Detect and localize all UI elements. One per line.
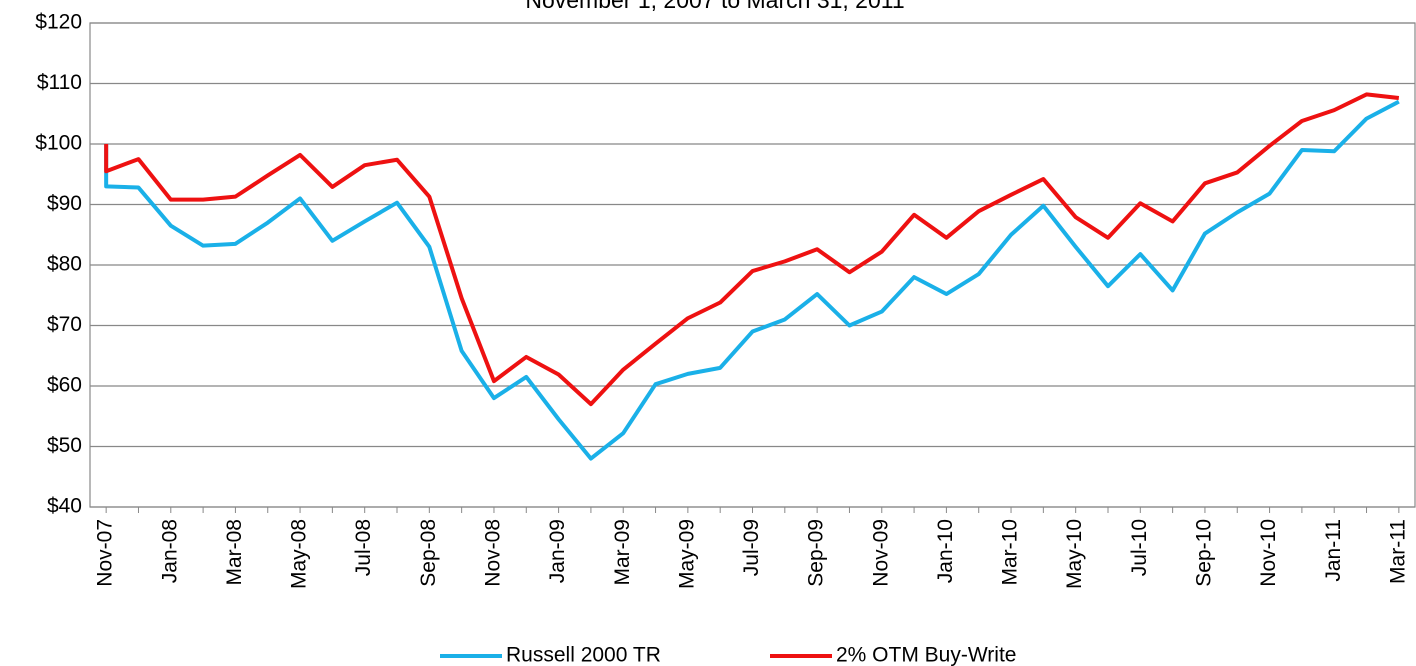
y-tick-label: $70 [47,313,82,336]
series-line [104,92,1400,407]
x-tick-label: Nov-08 [482,519,505,587]
y-tick-label: $100 [35,132,82,155]
x-tick-label: Jan-08 [158,519,181,583]
series-line [104,99,1400,461]
x-tick-label: May-08 [288,519,311,589]
x-tick-label: Nov-09 [869,519,892,587]
x-tick-label: Mar-10 [999,519,1022,586]
x-tick-label: Nov-10 [1257,519,1280,587]
legend-label: 2% OTM Buy-Write [836,644,1016,666]
x-tick-label: Jul-08 [352,519,375,576]
x-tick-label: May-10 [1063,519,1086,589]
y-tick-label: $80 [47,253,82,276]
x-tick-label: Mar-11 [1386,519,1409,584]
x-tick-label: Jan-10 [934,519,957,583]
x-tick-label: Jul-10 [1128,519,1151,576]
x-tick-label: Sep-10 [1192,519,1215,587]
x-tick-label: Jan-09 [546,519,569,583]
y-tick-label: $110 [37,71,82,94]
x-tick-label: May-09 [675,519,698,589]
y-tick-label: $90 [47,192,82,215]
x-tick-label: Sep-08 [417,519,440,587]
y-tick-label: $40 [47,495,82,518]
y-tick-label: $50 [47,434,82,457]
x-tick-label: Nov-07 [94,519,117,587]
chart-subtitle: November 1, 2007 to March 31, 2011 [525,0,904,13]
x-tick-label: Mar-08 [223,519,246,586]
x-tick-label: Mar-09 [611,519,634,586]
x-tick-label: Sep-09 [805,519,828,587]
legend-label: Russell 2000 TR [506,644,661,666]
x-tick-label: Jul-09 [740,519,763,576]
x-tick-label: Jan-11 [1322,519,1345,582]
y-tick-label: $120 [35,11,82,34]
y-tick-label: $60 [47,374,82,397]
